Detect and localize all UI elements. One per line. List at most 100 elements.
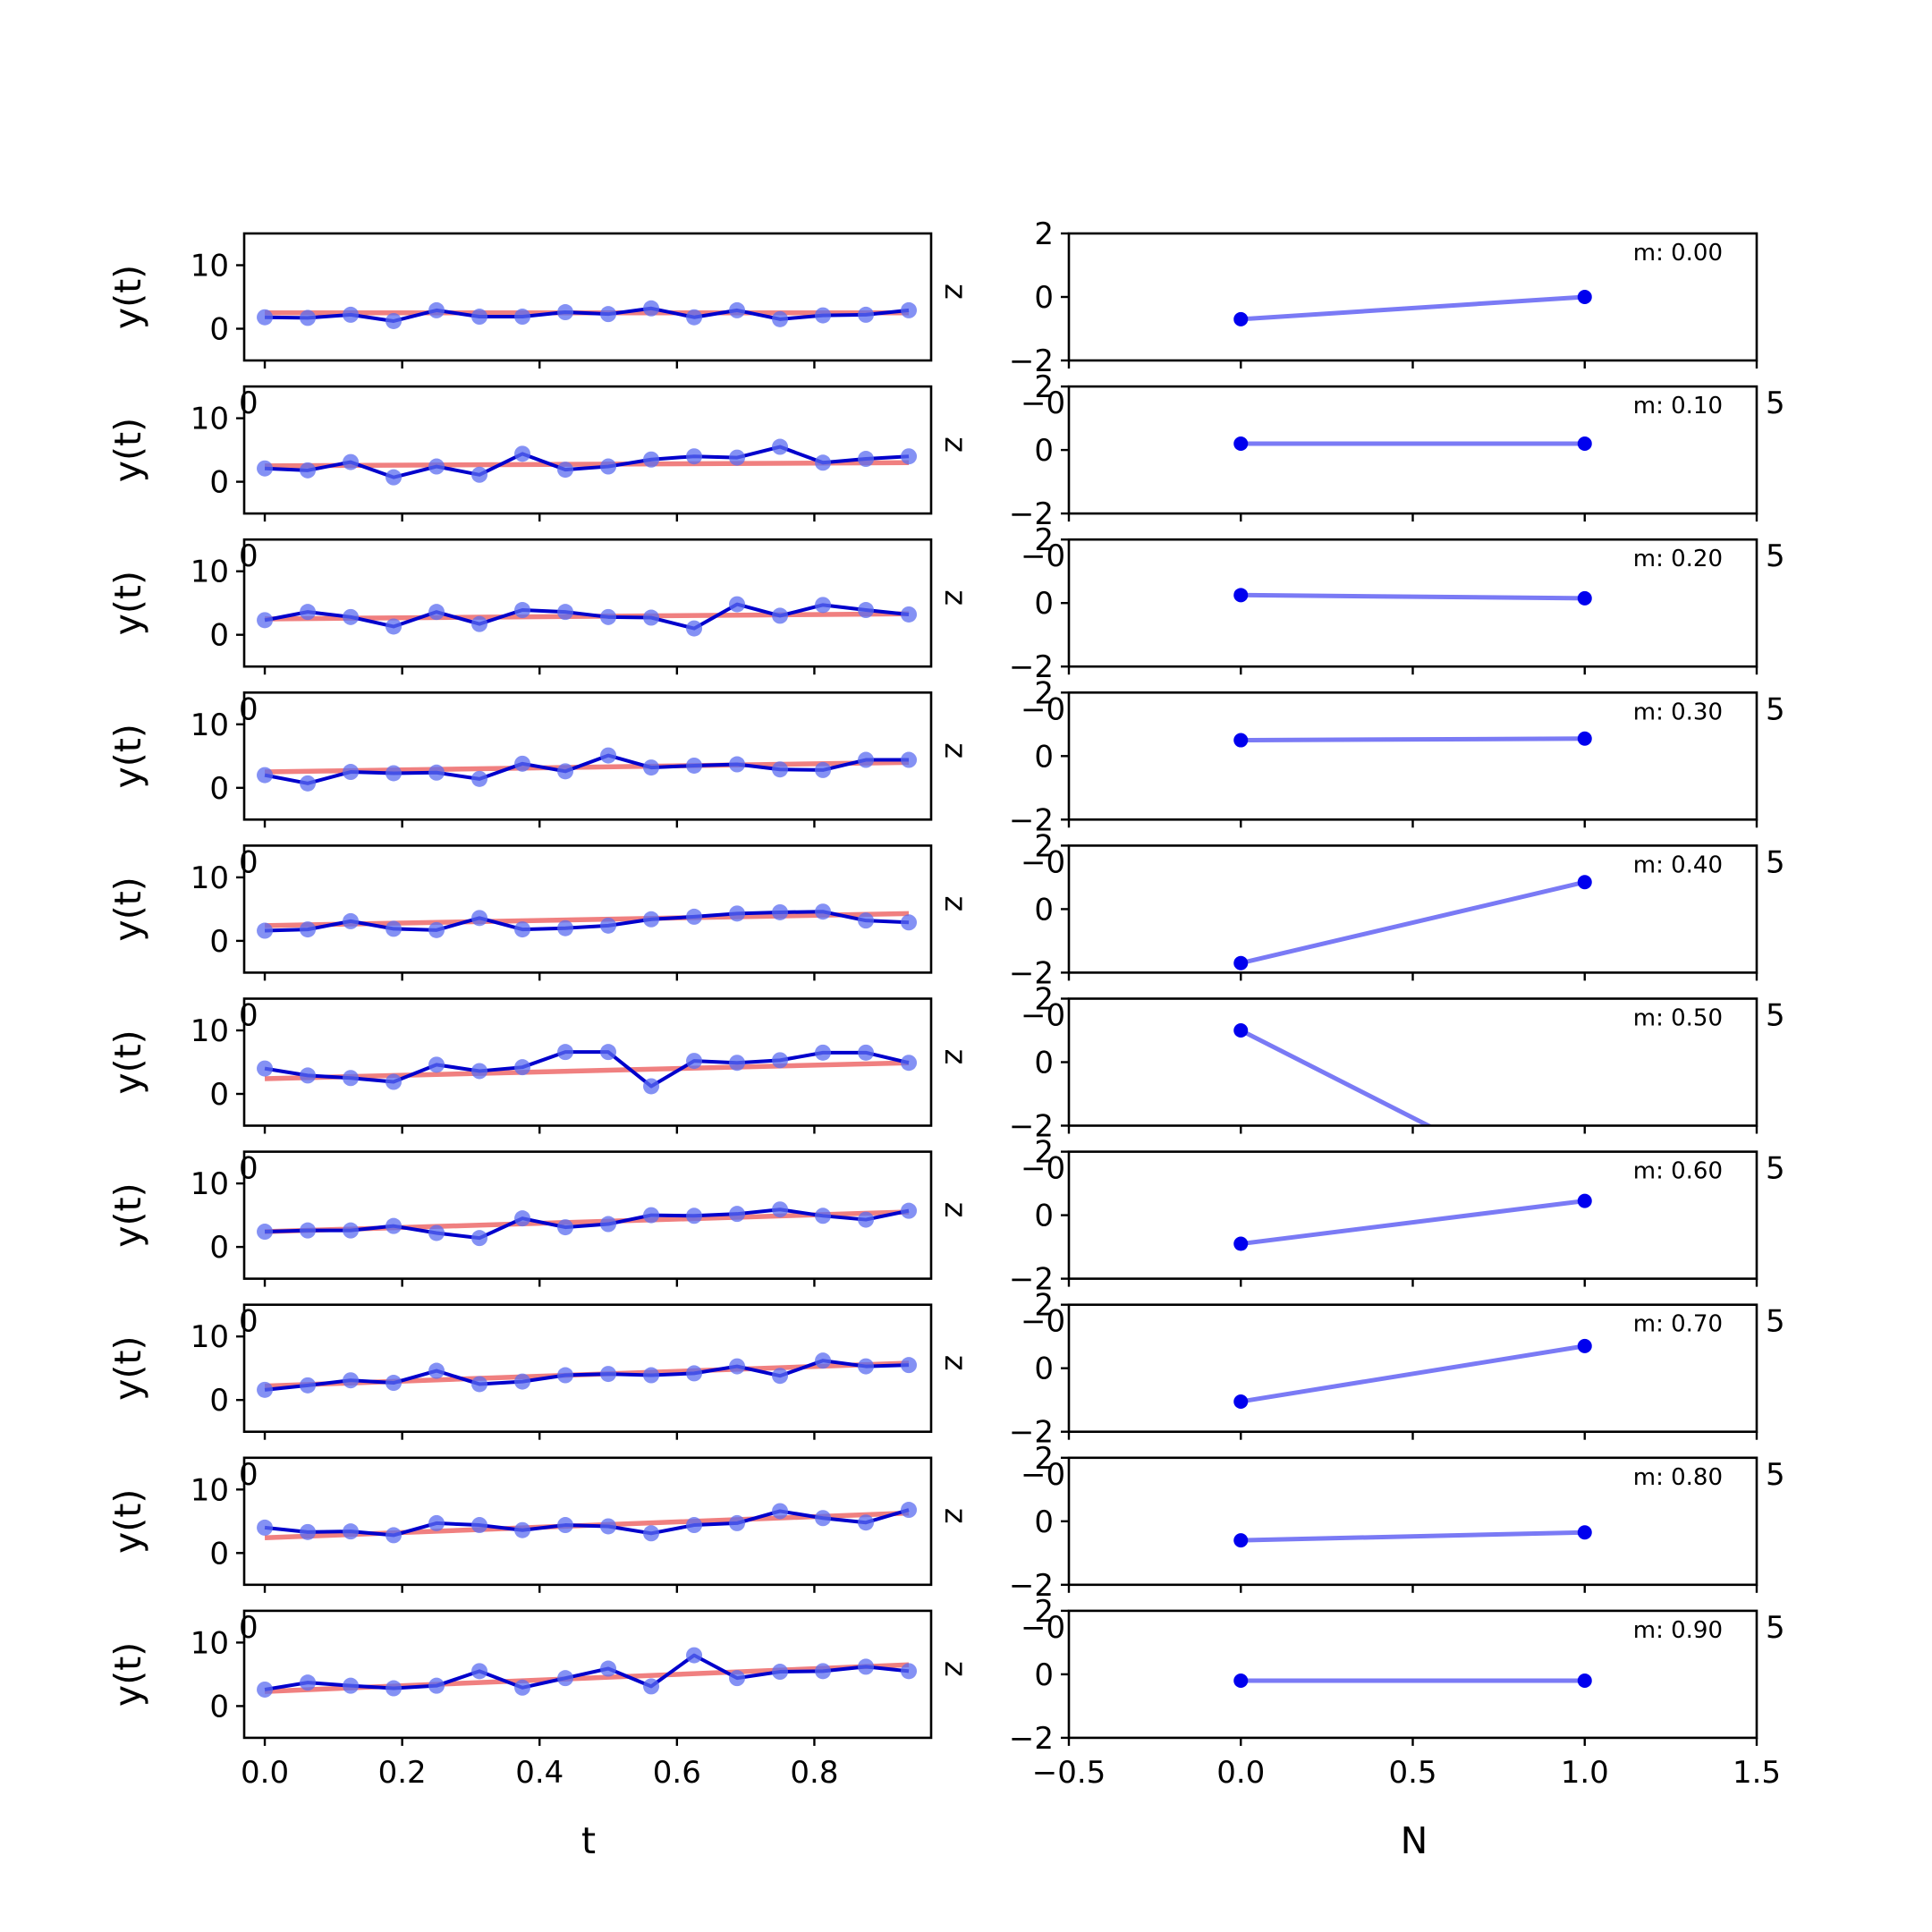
data-point (858, 1514, 875, 1531)
data-point (386, 1217, 402, 1234)
y-tick-label: 0 (1034, 586, 1054, 622)
data-point (686, 1053, 703, 1070)
data-point (257, 1060, 274, 1077)
right-plot-area (1233, 1525, 1592, 1548)
data-point (815, 903, 832, 920)
left-axes: 0 z 0 10 y(t) (106, 1303, 973, 1440)
overlap-tick-fragment: 0 (239, 538, 258, 574)
data-point (514, 1679, 531, 1696)
data-point (600, 1518, 617, 1535)
right-axes: m: 0.10 −0 5 −2 0 2 (1009, 369, 1785, 532)
data-point (858, 1358, 875, 1375)
fit-line (264, 1060, 910, 1081)
data-point (343, 1372, 360, 1389)
left-axes: 0 z 0 10 y(t) (106, 385, 973, 522)
data-point (858, 306, 875, 323)
n-point (1233, 1674, 1249, 1688)
data-series-line (264, 1653, 910, 1691)
overlap-tick-fragment: 0 (239, 691, 258, 727)
data-point (300, 1067, 317, 1084)
n-point (1577, 1193, 1592, 1208)
data-point (815, 1352, 832, 1369)
y-tick-label: −2 (1009, 1415, 1054, 1451)
overlap-tick-fragment: 5 (1766, 691, 1785, 727)
data-point (557, 1517, 574, 1534)
left-axes: 0 z 0 10 y(t) (106, 1456, 973, 1593)
data-point (257, 1681, 274, 1698)
x-tick-label: 0.0 (1216, 1755, 1265, 1791)
x-tick-label: 0.8 (790, 1755, 838, 1791)
y-tick-label: 2 (1034, 1594, 1054, 1630)
data-point (729, 1514, 746, 1531)
n-point (1577, 290, 1592, 304)
data-point (901, 1502, 918, 1519)
left-axes-frame (242, 232, 933, 362)
data-point (643, 1078, 660, 1095)
data-point (600, 747, 617, 764)
data-point (815, 761, 832, 778)
data-series-line (264, 753, 910, 785)
data-point (386, 1680, 402, 1697)
left-axes: 0 z 0 10 y(t) 0.0 0.2 0.4 0.6 0.8 (106, 1609, 973, 1791)
overlap-tick-fragment: 0 (239, 844, 258, 880)
y-tick-label: 0 (209, 618, 229, 654)
data-point (514, 309, 531, 326)
overlap-tick-fragment: −0 (1021, 386, 1065, 421)
slope-annotation: m: 0.00 (1633, 240, 1723, 267)
data-point (600, 1044, 617, 1061)
overlap-tick-fragment: 5 (1766, 998, 1785, 1034)
right-axes: m: 0.60 −0 5 −2 0 2 (1009, 1135, 1785, 1298)
left-axes-frame (242, 538, 933, 668)
left-ylabel: y(t) (106, 877, 149, 941)
data-point (686, 620, 703, 637)
data-point (772, 1503, 789, 1520)
data-point (471, 910, 488, 927)
data-point (686, 908, 703, 925)
data-point (643, 1367, 660, 1384)
left-axes-frame (242, 997, 933, 1127)
right-axes: m: 0.30 −0 5 −2 0 2 (1009, 675, 1785, 838)
slope-annotation: m: 0.90 (1633, 1617, 1723, 1644)
y-tick-label: −2 (1009, 1262, 1054, 1298)
data-point (343, 764, 360, 781)
data-point (600, 917, 617, 934)
data-point (428, 1362, 445, 1379)
n-point (1233, 1533, 1249, 1548)
y-tick-label: 0 (209, 465, 229, 501)
left-ylabel: y(t) (106, 1642, 149, 1707)
panel-row-8: 0 z 0 10 y(t) m: 0.70 −0 5 −2 0 2 (106, 1288, 1785, 1451)
data-point (471, 1663, 488, 1680)
x-tick-label: 0.0 (241, 1755, 289, 1791)
data-point (729, 301, 746, 318)
y-tick-label: 2 (1034, 982, 1054, 1018)
data-point (557, 1044, 574, 1061)
data-point (257, 1224, 274, 1241)
data-point (729, 1670, 746, 1687)
overlap-tick-fragment: −0 (1021, 1151, 1065, 1187)
overlap-tick-fragment: 0 (239, 998, 258, 1034)
y-tick-label: 0 (1034, 1504, 1054, 1540)
data-point (257, 922, 274, 939)
data-point (686, 757, 703, 774)
data-point (557, 462, 574, 479)
n-point (1233, 733, 1249, 748)
left-ylabel: y(t) (106, 571, 149, 635)
data-point (729, 1055, 746, 1072)
n-point (1233, 955, 1249, 970)
left-ylabel: y(t) (106, 1182, 149, 1247)
x-tick-label: 0.6 (653, 1755, 701, 1791)
overlap-tick-fragment: 5 (1766, 1457, 1785, 1493)
data-point (428, 1514, 445, 1531)
data-point (686, 448, 703, 465)
y-tick-label: 0 (209, 771, 229, 807)
y-tick-label: 10 (191, 1013, 229, 1049)
data-point (386, 1527, 402, 1544)
data-point (300, 309, 317, 326)
x-tick-label: −0.5 (1032, 1755, 1106, 1791)
data-point (901, 914, 918, 931)
data-point (386, 469, 402, 486)
right-plot-area (1233, 1674, 1592, 1688)
data-point (815, 1044, 832, 1061)
left-ylabel: y(t) (106, 265, 149, 329)
data-point (471, 770, 488, 787)
